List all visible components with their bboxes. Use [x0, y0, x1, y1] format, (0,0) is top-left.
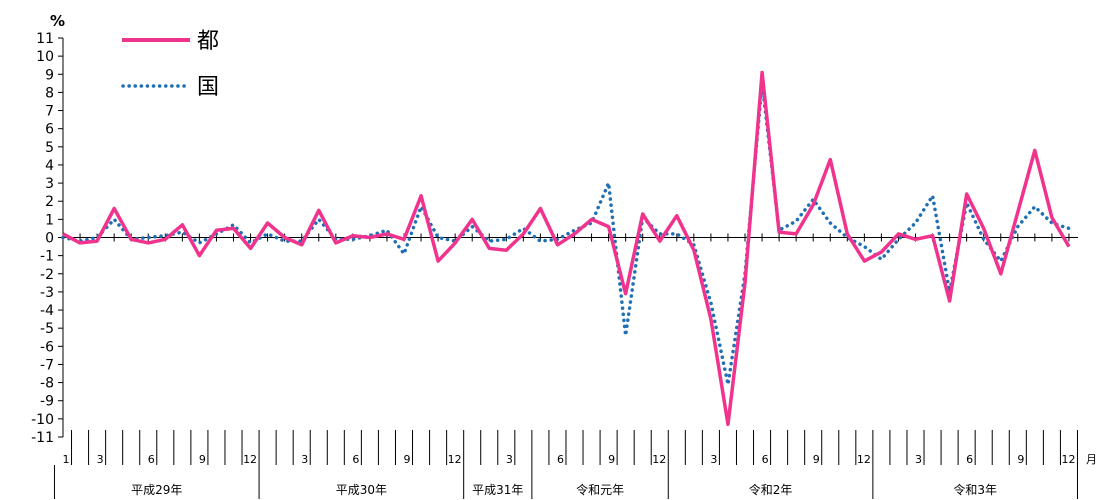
y-tick-label: -3	[40, 285, 54, 301]
year-label: 平成31年	[472, 483, 523, 497]
month-label: 6	[966, 453, 973, 466]
y-tick-label: -1	[40, 249, 54, 265]
year-label: 令和元年	[576, 482, 624, 497]
legend: 都国	[121, 29, 219, 100]
y-tick-label: 4	[45, 158, 54, 174]
y-tick-label: 7	[45, 104, 54, 120]
y-tick-label: 3	[45, 176, 54, 192]
year-label: 令和2年	[749, 482, 793, 497]
y-tick-label: -6	[40, 339, 54, 355]
year-label: 平成29年	[131, 483, 182, 497]
month-label: 9	[1017, 453, 1024, 466]
month-label: 12	[448, 453, 462, 466]
y-tick-label: -9	[40, 394, 54, 410]
y-tick-label: 6	[45, 122, 54, 138]
y-tick-label: -5	[40, 321, 54, 337]
y-tick-label: -4	[40, 303, 54, 319]
month-label: 9	[404, 453, 411, 466]
y-tick-label: -10	[31, 412, 54, 428]
month-label: 12	[857, 453, 871, 466]
month-label: 6	[352, 453, 359, 466]
month-label: 6	[762, 453, 769, 466]
y-tick-label: -7	[40, 357, 54, 373]
month-label: 12	[652, 453, 666, 466]
month-label: 3	[97, 453, 104, 466]
y-tick-label: 2	[45, 194, 54, 210]
legend-label-national: 国	[197, 75, 219, 100]
legend-label-tokyo: 都	[197, 29, 219, 54]
year-label: 平成30年	[336, 483, 387, 497]
y-tick-label: 5	[45, 140, 54, 156]
y-axis-unit: %	[50, 12, 65, 30]
y-tick-label: 9	[45, 67, 54, 83]
x-axis-unit: 月	[1086, 453, 1097, 466]
month-label: 12	[243, 453, 257, 466]
y-tick-label: 11	[36, 31, 54, 47]
month-label: 9	[608, 453, 615, 466]
month-label: 3	[710, 453, 717, 466]
y-tick-label: 0	[45, 231, 54, 247]
month-label: 9	[813, 453, 820, 466]
y-tick-label: 10	[36, 49, 54, 65]
month-label: 1	[63, 453, 70, 466]
month-label: 3	[915, 453, 922, 466]
month-label: 6	[557, 453, 564, 466]
series-lines	[61, 70, 1071, 427]
x-axis-calendar: 1 3 6 9 12 3 6 9 12 3 6 9 12 3 6 9 12 3 6 9 12 平成29年 平成30年 平成31…	[53, 430, 1078, 499]
y-tick-label: -11	[31, 430, 54, 446]
month-label: 3	[301, 453, 308, 466]
y-tick-label: 8	[45, 85, 54, 101]
y-tick-label: -8	[40, 376, 54, 392]
y-tick-label: -2	[40, 267, 54, 283]
month-label: 3	[506, 453, 513, 466]
month-label: 6	[148, 453, 155, 466]
month-label: 9	[199, 453, 206, 466]
year-label: 令和3年	[953, 482, 997, 497]
series-line-tokyo	[62, 70, 1071, 427]
y-tick-label: 1	[45, 212, 54, 228]
month-label: 12	[1061, 453, 1075, 466]
